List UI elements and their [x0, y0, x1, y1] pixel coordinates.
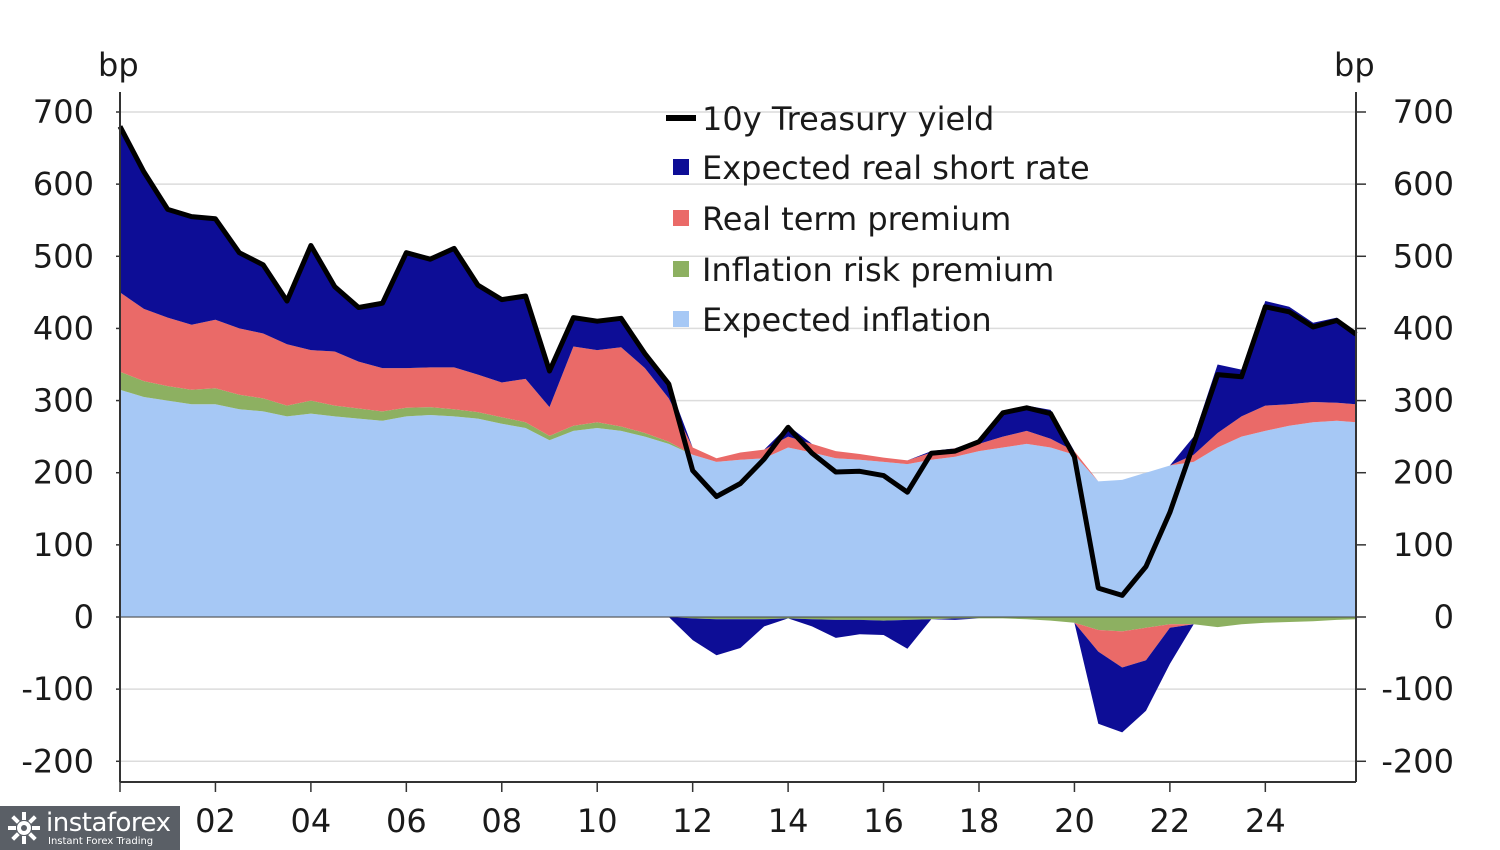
x-tick-label: 16 [863, 802, 904, 840]
area-real-term-premium-positive [120, 292, 1356, 482]
x-tick-label: 12 [672, 802, 713, 840]
y-tick-label-left: 300 [33, 382, 94, 420]
x-tick-label: 24 [1245, 802, 1286, 840]
y-tick-label-left: -100 [21, 670, 94, 708]
y-tick-label-left: 0 [74, 598, 94, 636]
area-expected-real-short-rate-negative [120, 617, 1356, 733]
y-tick-label-right: 300 [1393, 382, 1454, 420]
x-tick-label: 02 [195, 802, 236, 840]
watermark-tagline: Instant Forex Trading [48, 836, 154, 847]
y-tick-label-right: 200 [1393, 454, 1454, 492]
y-tick-label-left: 200 [33, 454, 94, 492]
area-layer [120, 126, 1356, 733]
x-tick-label: 08 [481, 802, 522, 840]
y-tick-label-right: 0 [1434, 598, 1454, 636]
x-tick-label: 20 [1054, 802, 1095, 840]
x-tick-label: 22 [1150, 802, 1191, 840]
area-expected-inflation-positive [120, 389, 1356, 617]
y-tick-label-left: 100 [33, 526, 94, 564]
area-inflation-risk-premium-negative [120, 617, 1356, 632]
y-tick-label-right: -100 [1381, 670, 1454, 708]
y-tick-label-left: 700 [33, 93, 94, 131]
legend-label-inflation-risk-premium: Inflation risk premium [702, 251, 1054, 289]
y-tick-label-right: 600 [1393, 165, 1454, 203]
line-10y-treasury-yield [117, 125, 1358, 598]
legend-label-expected-real-short-rate: Expected real short rate [702, 149, 1090, 187]
y-tick-label-left: 400 [33, 309, 94, 347]
right-unit-label: bp [1334, 46, 1375, 84]
legend-swatch-real-term-premium [673, 210, 689, 226]
y-tick-label-right: 100 [1393, 526, 1454, 564]
legend-label-10y-yield: 10y Treasury yield [702, 100, 994, 138]
legend-swatch-expected-real-short-rate [673, 159, 689, 175]
legend-swatch-inflation-risk-premium [673, 261, 689, 277]
legend-swatch-expected-inflation [673, 311, 689, 327]
line-layer [117, 125, 1358, 618]
y-tick-label-right: 400 [1393, 309, 1454, 347]
legend-label-real-term-premium: Real term premium [702, 200, 1011, 238]
left-unit-label: bp [98, 46, 139, 84]
y-tick-label-right: 500 [1393, 237, 1454, 275]
legend: 10y Treasury yield Expected real short r… [666, 100, 1090, 339]
x-tick-label: 14 [768, 802, 809, 840]
y-tick-label-left: 600 [33, 165, 94, 203]
instaforex-watermark: instaforex Instant Forex Trading [0, 806, 180, 850]
legend-label-expected-inflation: Expected inflation [702, 301, 992, 339]
y-tick-label-left: -200 [21, 742, 94, 780]
y-tick-label-right: -200 [1381, 742, 1454, 780]
area-real-term-premium-negative [120, 617, 1356, 668]
y-tick-label-right: 700 [1393, 93, 1454, 131]
x-tick-label: 06 [386, 802, 427, 840]
x-tick-label: 10 [577, 802, 618, 840]
y-tick-label-left: 500 [33, 237, 94, 275]
watermark-name: instaforex [46, 808, 171, 838]
instaforex-logo-icon [8, 812, 40, 844]
x-tick-label: 04 [291, 802, 332, 840]
x-tick-label: 18 [959, 802, 1000, 840]
